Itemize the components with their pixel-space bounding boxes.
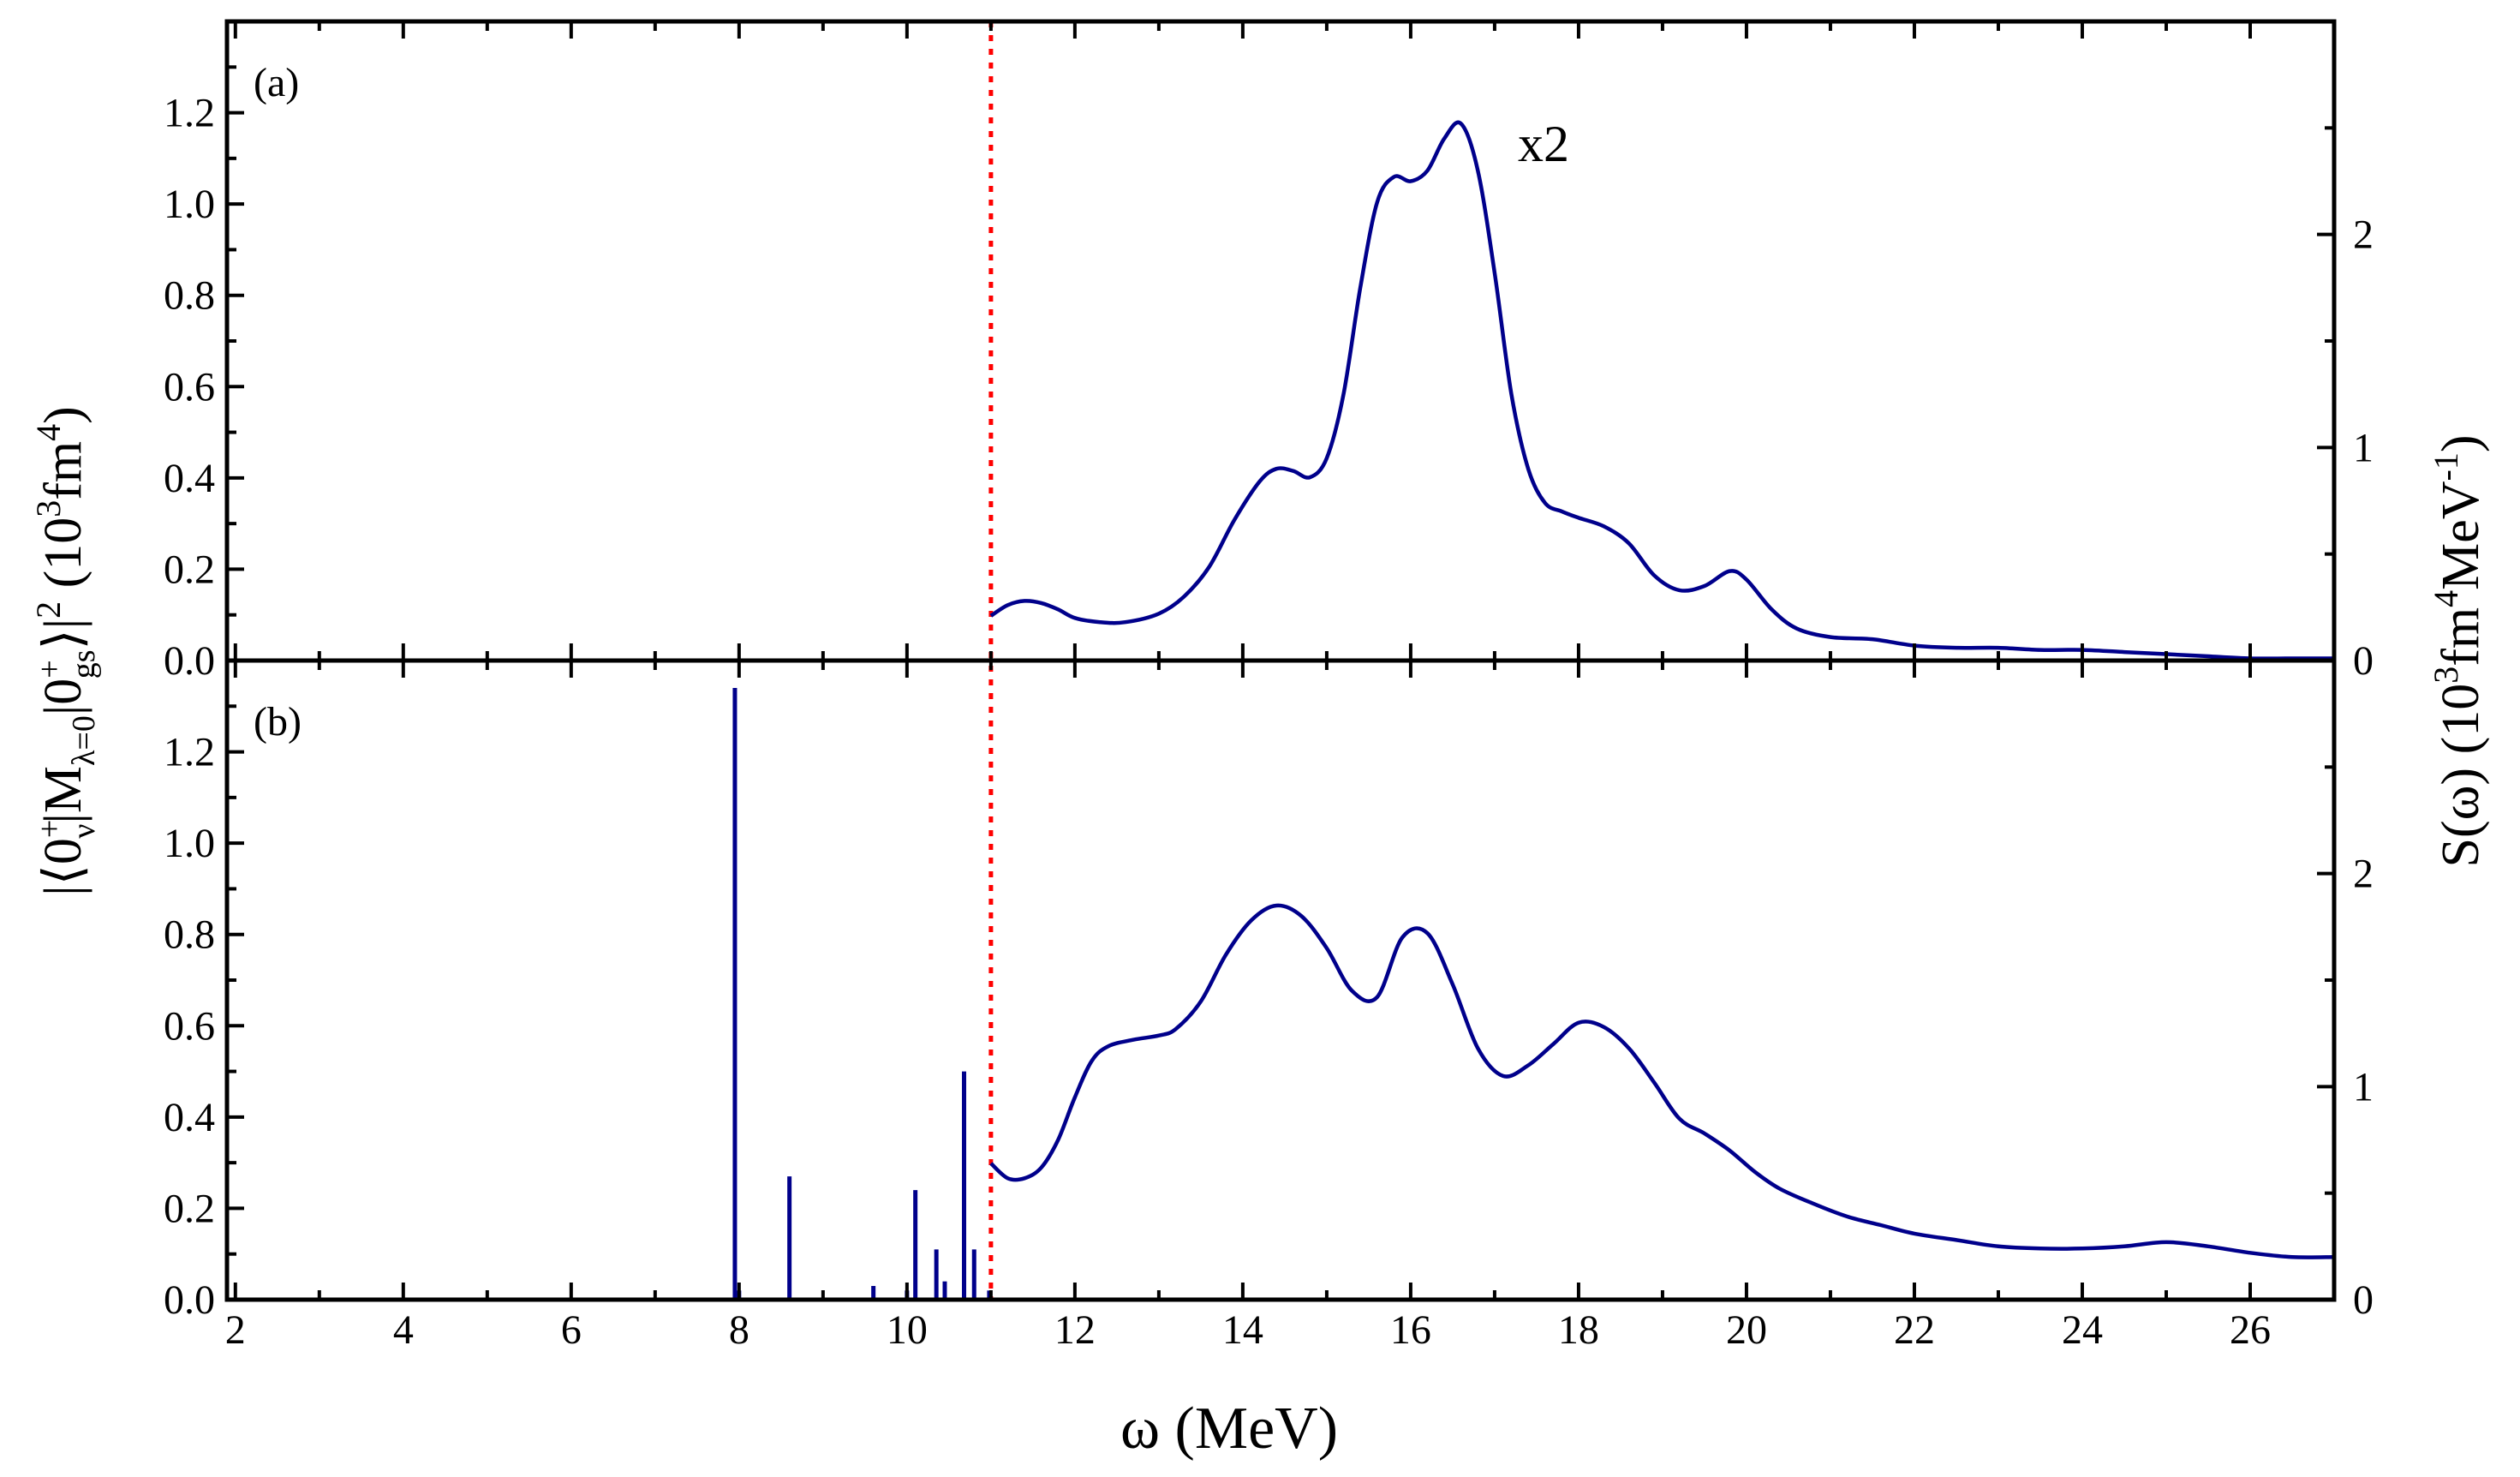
- panel-a-left-ytick-label: 0.8: [164, 273, 215, 319]
- panel-a-label: (a): [254, 60, 299, 105]
- ylabel-left-units-sup: 3: [29, 500, 68, 517]
- x-tick-label: 20: [1726, 1307, 1767, 1353]
- panel-b-left-ytick-label: 0.8: [164, 912, 215, 958]
- ylabel-left-ket-sup: +: [32, 660, 68, 678]
- panel-a-left-ytick-label: 0.0: [164, 638, 215, 684]
- ylabel-right-prefix: S(ω) (10: [2432, 684, 2490, 868]
- left-y-axis-label: |⟨0+ν|Mλ=0|0+gs⟩|2 (103fm4): [29, 406, 102, 896]
- panel-a-right-ytick-label: 2: [2353, 212, 2374, 258]
- panel-b-right-ytick-label: 1: [2353, 1064, 2374, 1109]
- ylabel-left-units: (10: [34, 517, 93, 601]
- panel-a-left-ytick-label: 0.6: [164, 364, 215, 410]
- x-tick-label: 24: [2062, 1307, 2103, 1353]
- panel-b-data: [732, 687, 2335, 1300]
- panel-a-strength-curve: [989, 120, 2334, 661]
- ylabel-left-abs: |: [34, 885, 93, 895]
- panel-a-left-ytick-label: 1.2: [164, 91, 215, 136]
- x-tick-label: 16: [1390, 1307, 1431, 1353]
- ylabel-left-bra: ⟨0: [34, 838, 93, 885]
- panel-a-annotation: x2: [1518, 116, 1569, 172]
- x-tick-label: 26: [2230, 1307, 2271, 1353]
- x-tick-label: 8: [729, 1307, 749, 1353]
- ylabel-right-mid: fm: [2432, 607, 2490, 667]
- x-axis-ticks: 2 4 6 8 10 12 14 16 18 20 22 24 26: [225, 1307, 2271, 1353]
- panel-b-left-ytick-label: 0.6: [164, 1003, 215, 1049]
- panel-b-left-ytick-label: 0.4: [164, 1095, 215, 1140]
- ylabel-left-units-sup2: 4: [29, 424, 68, 441]
- ylabel-left-op-sub: λ=0: [66, 715, 102, 766]
- ylabel-left-units-close: ): [34, 406, 93, 424]
- ylabel-right-sup1: 3: [2427, 667, 2465, 684]
- panel-a-right-ytick-label: 1: [2353, 425, 2374, 470]
- panel-b-right-ytick-label: 0: [2353, 1277, 2374, 1323]
- panel-b-left-ytick-label: 1.2: [164, 730, 215, 775]
- panel-a-right-ytick-label: 0: [2353, 638, 2374, 684]
- x-tick-label: 14: [1222, 1307, 1263, 1353]
- panel-a-left-ytick-label: 1.0: [164, 182, 215, 227]
- panel-b-frame: [224, 658, 2337, 1302]
- panel-b-left-ytick-label: 0.2: [164, 1186, 215, 1231]
- panel-b-label: (b): [254, 699, 302, 744]
- panel-a-left-ytick-label: 0.4: [164, 456, 215, 501]
- x-tick-label: 12: [1054, 1307, 1096, 1353]
- ylabel-left-op: |M: [34, 766, 93, 824]
- ylabel-left-ket: |0: [34, 679, 93, 715]
- ylabel-left-bra-sup: +: [32, 820, 68, 838]
- x-tick-label: 18: [1558, 1307, 1599, 1353]
- panel-a-data: [989, 120, 2334, 661]
- panel-b-ticks: 0.0 0.2 0.4 0.6 0.8 1.0 1.2 0 1 2: [164, 661, 2374, 1323]
- panel-b-left-ytick-label: 0.0: [164, 1277, 215, 1323]
- panel-b-left-ytick-label: 1.0: [164, 821, 215, 866]
- ylabel-right-sup2: 4: [2427, 590, 2465, 607]
- panel-a-frame: [224, 19, 2337, 663]
- x-tick-label: 10: [887, 1307, 928, 1353]
- x-tick-label: 2: [225, 1307, 246, 1353]
- ylabel-right-sup3: -1: [2427, 452, 2465, 481]
- ylabel-right-mid2: MeV: [2432, 481, 2490, 590]
- x-tick-label: 22: [1894, 1307, 1935, 1353]
- panel-b-right-ytick-label: 2: [2353, 852, 2374, 897]
- x-tick-label: 6: [561, 1307, 582, 1353]
- x-axis-label: ω (MeV): [1120, 1396, 1338, 1462]
- right-y-axis-label: S(ω) (103fm4MeV-1): [2427, 434, 2490, 867]
- ylabel-left-pow: 2: [29, 601, 68, 619]
- x-tick-label: 4: [393, 1307, 414, 1353]
- ylabel-left-close: ⟩|: [34, 619, 93, 650]
- ylabel-left-bra-sub: ν: [66, 824, 102, 839]
- panel-a: 0.0 0.2 0.4 0.6 0.8 1.0 1.2 0 1 2 (a) x2: [164, 21, 2374, 684]
- panel-b: 0.0 0.2 0.4 0.6 0.8 1.0 1.2 0 1 2 (b): [164, 661, 2374, 1323]
- panel-a-left-ytick-label: 0.2: [164, 547, 215, 592]
- ylabel-right-suffix: ): [2432, 434, 2490, 452]
- panel-a-ticks: 0.0 0.2 0.4 0.6 0.8 1.0 1.2 0 1 2: [164, 21, 2374, 684]
- panel-b-strength-curve: [989, 903, 2335, 1259]
- ylabel-left-ket-sub: gs: [66, 649, 102, 679]
- ylabel-left-units-mid: fm: [34, 441, 93, 500]
